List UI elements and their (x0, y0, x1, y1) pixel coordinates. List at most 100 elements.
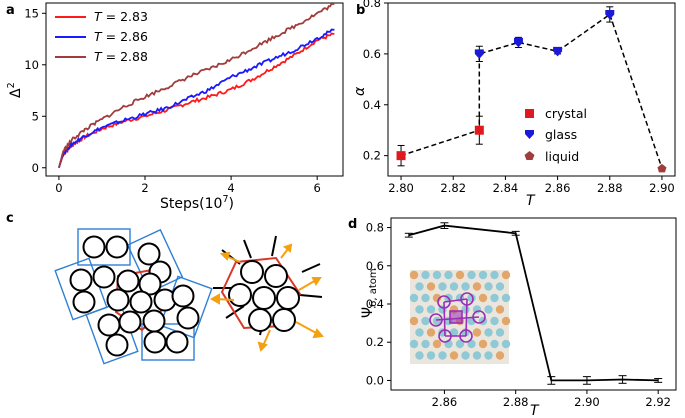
legend-marker-glass (525, 130, 534, 139)
y-tick-label: 0.4 (363, 98, 381, 112)
atom (461, 282, 470, 291)
panel-c: c (6, 211, 324, 365)
panel-label-a: a (6, 3, 15, 18)
disk (276, 286, 300, 310)
atom (501, 339, 511, 349)
panel-a: a 0 2 4 6 0 5 10 15 Steps(107) Δ2 T = 2.83 T = … (6, 2, 344, 212)
packing-schematic (54, 228, 213, 365)
disk (252, 286, 276, 310)
panel-d-xlabel: T (530, 403, 540, 418)
panel-a-axes-frame (45, 2, 344, 177)
legend-marker-crystal (525, 109, 534, 118)
atom (409, 270, 419, 280)
disk (106, 288, 130, 312)
x-tick-label: 2.90 (574, 395, 600, 409)
y-tick-label: 0.2 (366, 335, 384, 349)
atom (490, 293, 499, 303)
displacement-arrows (209, 243, 324, 352)
atom (432, 339, 442, 349)
atom (415, 305, 424, 314)
atom (444, 270, 453, 280)
legend-label-liquid: liquid (545, 149, 579, 164)
atomic-snapshot-inset (409, 270, 511, 364)
disk (129, 290, 153, 314)
legend-label-283: T = 2.83 (94, 9, 148, 24)
arrow-head-icon (257, 341, 268, 352)
atom (478, 270, 488, 280)
atom (449, 282, 459, 291)
disk (72, 290, 96, 314)
atom (490, 270, 499, 280)
x-tick-label: 2.80 (388, 181, 414, 195)
atom (472, 328, 482, 337)
atom (426, 328, 436, 337)
point-glass (513, 37, 523, 48)
atom (426, 305, 436, 314)
point-liquid (657, 163, 667, 173)
y-tick-label: 0.6 (366, 259, 384, 273)
atom (449, 328, 459, 337)
atom (449, 351, 459, 360)
y-tick-label: 0.8 (363, 0, 381, 10)
atom (455, 270, 465, 280)
y-tick-label: 0.0 (366, 373, 384, 387)
atom (484, 305, 493, 314)
atom (426, 351, 436, 360)
atom (432, 316, 442, 326)
disk (248, 308, 272, 332)
point-glass (553, 46, 563, 57)
panel-a-ylabel: Δ2 (6, 82, 24, 98)
legend-marker-liquid (524, 151, 535, 160)
atom (438, 351, 447, 360)
arrow-head-icon (312, 328, 324, 339)
disk (143, 330, 167, 354)
atom (467, 339, 476, 349)
atom (490, 339, 499, 349)
point-glass (474, 49, 484, 59)
y-tick-label: 15 (24, 6, 39, 20)
atom (495, 328, 505, 337)
x-tick-label: 4 (227, 181, 234, 195)
disk (142, 309, 166, 333)
atom (490, 316, 499, 326)
bond-order-overlay (429, 292, 486, 343)
atom (461, 351, 470, 360)
atom (495, 305, 505, 314)
y-tick-label: 0.6 (363, 47, 381, 61)
arrow-head-icon (209, 293, 220, 305)
central-site (449, 310, 463, 324)
x-tick-label: 2.90 (649, 181, 675, 195)
cluster-box-bottom (141, 323, 195, 361)
disk (138, 272, 162, 296)
cluster-box-top (77, 228, 131, 266)
disk (240, 260, 264, 284)
panel-b-xlabel: T (526, 193, 536, 209)
disk (272, 308, 296, 332)
x-tick-label: 6 (314, 181, 321, 195)
disk-cluster (69, 235, 200, 357)
y-tick-label: 0.2 (363, 149, 381, 163)
hexagon-disks (228, 260, 300, 332)
y-tick-label: 10 (24, 58, 39, 72)
atom (501, 316, 511, 326)
atom (472, 282, 482, 291)
disk (171, 284, 195, 308)
x-tick-label: 2.88 (503, 395, 529, 409)
atom (501, 293, 511, 303)
arrow-head-icon (282, 243, 293, 253)
x-tick-label: 0 (55, 181, 62, 195)
disk (176, 306, 200, 330)
panel-d: d 2.86 2.88 2.90 2.92 0.0 0.2 0.4 0.6 0.8 (348, 217, 677, 418)
cluster-box-top-right (126, 228, 184, 294)
panel-label-d: d (348, 217, 357, 232)
panel-a-ticks: 0 2 4 6 0 5 10 15 (24, 6, 320, 195)
x-tick-label: 2 (141, 181, 148, 195)
atom (472, 351, 482, 360)
atom (495, 351, 505, 360)
atom (421, 293, 430, 303)
atom (409, 293, 419, 303)
x-tick-label: 2.84 (493, 181, 519, 195)
panel-a-series (58, 2, 335, 169)
series-line-286 (58, 28, 335, 169)
atom (409, 316, 419, 326)
